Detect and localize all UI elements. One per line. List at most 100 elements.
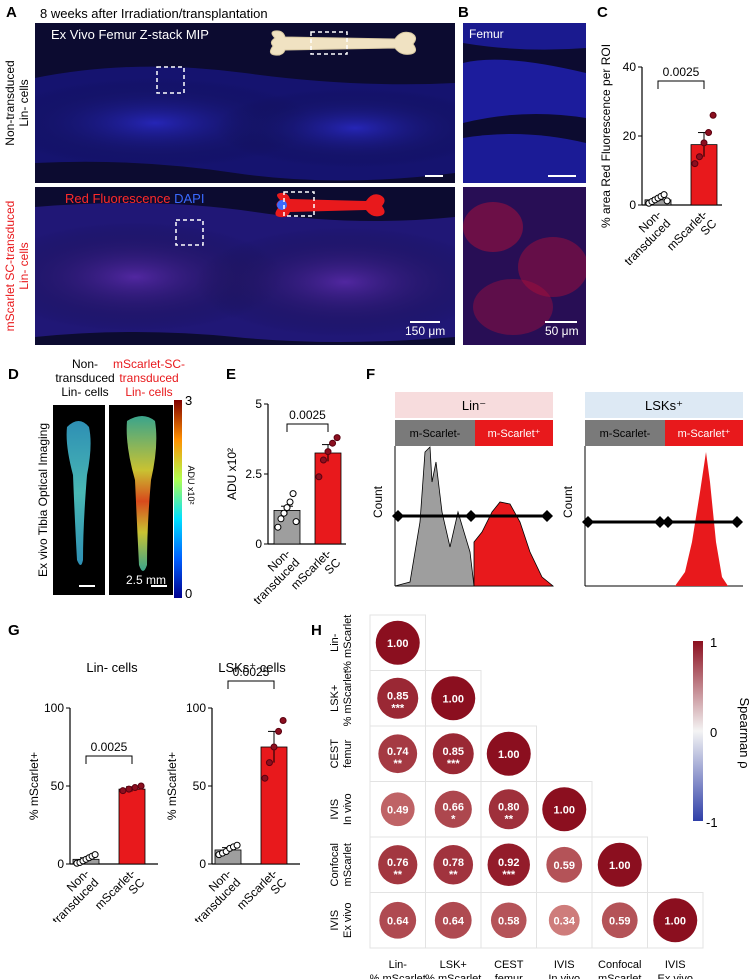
correlation-value: 0.85 [443, 746, 464, 758]
d-col1-line1: Non- [71, 357, 98, 371]
significance-stars: ** [393, 869, 402, 881]
row-label-line: Confocal [329, 843, 341, 886]
significance-bracket [227, 680, 275, 689]
h-colorbar-min: -1 [706, 815, 718, 830]
f-right-title-box [585, 392, 743, 418]
correlation-value: 0.59 [609, 915, 630, 927]
row-label-line: femur [342, 739, 354, 767]
y-tick-label: 20 [623, 129, 637, 143]
d-colorbar-min: 0 [185, 586, 193, 601]
y-tick-label: 100 [44, 701, 64, 715]
data-point [700, 139, 708, 147]
bar [118, 788, 146, 865]
y-tick-label: 50 [193, 779, 207, 793]
correlation-circle [487, 843, 530, 886]
correlation-value: 1.00 [609, 860, 630, 872]
significance-stars: ** [393, 758, 402, 770]
panel-b-title: Femur [469, 27, 504, 41]
h-colorbar-label: Spearman ρ [737, 698, 750, 769]
bar [260, 746, 288, 865]
y-axis-label: ADU x10² [225, 448, 239, 500]
p-value-label: 0.0025 [91, 740, 128, 754]
f-right-title: LSKs⁺ [645, 398, 683, 413]
row-label-a1-line1: Non-transduced [3, 60, 17, 146]
correlation-circle [542, 787, 587, 832]
significance-bracket [85, 755, 133, 764]
correlation-value: 0.64 [443, 915, 465, 927]
x-tick-label: mScarlet-SC [288, 546, 344, 602]
panel-label-a: A [6, 4, 17, 21]
d-colorbar-max: 3 [185, 393, 193, 408]
significance-stars: *** [391, 702, 405, 714]
x-tick-label: mScarlet-SC [92, 866, 148, 922]
x-tick-label: mScarlet-SC [234, 866, 290, 922]
data-point [289, 490, 297, 498]
data-point [315, 473, 323, 481]
row-label: CESTfemur [329, 739, 354, 769]
micro-a1-texture [35, 23, 455, 183]
significance-stars: *** [447, 758, 461, 770]
correlation-circle [486, 731, 531, 776]
legend-red-fluorescence: Red Fluorescence [65, 191, 171, 206]
data-point [261, 774, 269, 782]
correlation-circle [378, 845, 418, 885]
panel-label-c: C [597, 4, 608, 21]
correlation-circle [597, 842, 642, 887]
col-label: IVIS [665, 959, 686, 971]
correlation-value: 0.66 [443, 801, 464, 813]
scale-label-b: 50 μm [545, 324, 579, 338]
d-col2-line1: mScarlet-SC- [112, 357, 185, 371]
row-label-a1: Non-transduced Lin- cells [0, 23, 34, 183]
significance-stars: ** [449, 869, 458, 881]
row-label-line: IVIS [329, 910, 341, 931]
f-right-pos-peak [675, 452, 728, 586]
col-label: % mScarlet [370, 973, 426, 979]
correlation-value: 0.92 [498, 857, 519, 869]
col-label: IVIS [554, 959, 575, 971]
chart-g-lin: Lin- cells % mScarlet+ 0 50 100 Non-transduce… [27, 660, 158, 922]
row-label-a2: mScarlet SC-transduced Lin- cells [0, 187, 34, 345]
h-colorbar-mid: 0 [710, 725, 717, 740]
correlation-circle [379, 901, 417, 939]
row-label-line: % mScarlet [342, 615, 354, 671]
chart-title: Lin- cells [86, 660, 138, 675]
data-point [695, 153, 703, 161]
correlation-value: 0.58 [498, 915, 519, 927]
x-tick-label: Non-transduced [612, 207, 673, 268]
y-axis-label: % area Red Fluorescence per ROI [599, 44, 613, 228]
correlation-circle [377, 677, 419, 719]
d-col2-line2: transduced [119, 371, 179, 385]
y-axis-label: % mScarlet+ [27, 752, 41, 820]
scale-bar-b1 [548, 175, 576, 177]
panel-d-col2-header: mScarlet-SC- transduced Lin- cells [104, 357, 194, 399]
col-label: LSK+ [440, 959, 467, 971]
correlation-value: 1.00 [443, 693, 464, 705]
d-col2-line3: Lin- cells [125, 385, 173, 399]
correlation-circle [375, 620, 420, 665]
correlation-value: 0.34 [554, 915, 576, 927]
scale-bar-a1 [425, 175, 443, 177]
significance-stars: ** [504, 813, 513, 825]
data-point [333, 434, 341, 442]
data-point [691, 160, 699, 168]
data-point [270, 743, 278, 751]
row-label-line: Lin- [329, 633, 341, 652]
data-point [279, 716, 287, 724]
f-left-pos-box [475, 420, 553, 446]
y-tick-label: 40 [623, 60, 637, 74]
correlation-circle [490, 902, 527, 939]
data-point [277, 515, 285, 523]
data-point [274, 523, 282, 531]
f-left-title-box [395, 392, 553, 418]
correlation-circle [488, 789, 529, 830]
panel-label-h: H [311, 622, 322, 639]
correlation-value: 0.80 [498, 801, 519, 813]
data-point [324, 448, 332, 456]
data-point [265, 759, 273, 767]
correlation-value: 0.64 [387, 915, 409, 927]
panel-label-e: E [226, 366, 237, 383]
d-colorbar-label: ADU x10² [186, 465, 196, 505]
col-label: Lin- [389, 959, 408, 971]
p-value-label: 0.0025 [233, 665, 270, 679]
micrograph-b-transduced: 50 μm [463, 187, 586, 345]
